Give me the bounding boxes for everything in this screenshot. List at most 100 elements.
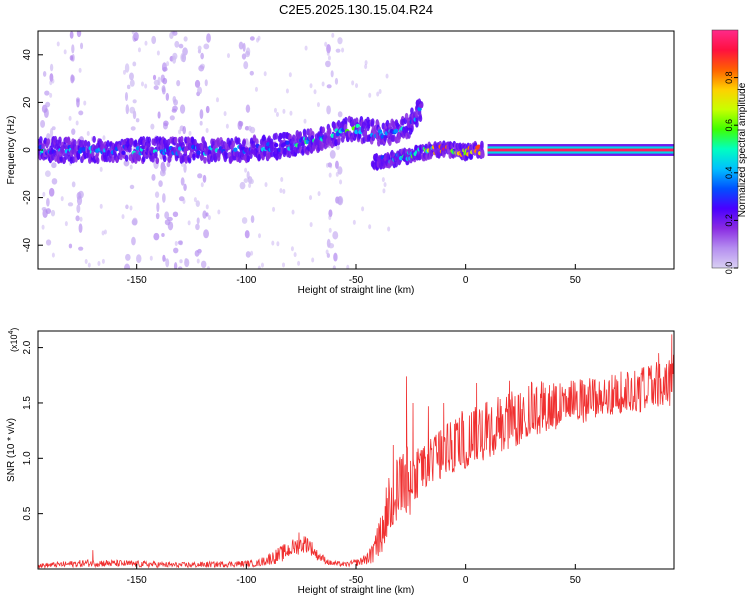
spectrogram-blob [480, 151, 484, 159]
spectrogram-blob [316, 138, 320, 146]
spectrogram-speckle [51, 78, 55, 84]
spectrogram-speckle [166, 161, 171, 168]
spectrogram-speckle [162, 257, 167, 262]
spectrogram-blob [298, 131, 303, 139]
spectrogram-speckle [383, 182, 387, 188]
spectrogram-blob [337, 135, 341, 143]
spectrogram-speckle [335, 171, 339, 177]
spectrogram-speckle [164, 211, 170, 219]
spectrogram-speckle [197, 173, 203, 179]
spectrogram-speckle [76, 31, 82, 38]
spectrogram-speckle [245, 104, 251, 113]
spectrogram-blob [46, 138, 51, 146]
spectrogram-speckle [49, 63, 54, 72]
spectrogram-speckle [135, 118, 140, 123]
spectrogram-blob [124, 154, 129, 162]
spectrogram-speckle [378, 88, 382, 94]
spectrogram-peak [418, 103, 424, 109]
spectrogram-speckle [161, 62, 167, 72]
spectrogram-speckle [99, 203, 103, 209]
spectrogram-blob [95, 157, 100, 165]
colorbar: 0.0 0.2 0.4 0.6 0.8 Normalized spectral ampl… [711, 29, 748, 274]
spectrogram-speckle [140, 81, 144, 87]
spectrogram-y-tick-label: 0 [22, 147, 33, 153]
spectrogram-speckle [165, 92, 170, 101]
spectrogram-speckle [144, 83, 148, 89]
spectrogram-blob [192, 153, 196, 161]
spectrogram-speckle [202, 210, 207, 219]
spectrogram-speckle [166, 61, 170, 67]
spectrogram-speckle [132, 99, 137, 104]
spectrogram-blob [106, 140, 110, 148]
spectrogram-blob [263, 149, 267, 157]
spectrogram-speckle [42, 70, 47, 77]
spectrogram-blob [86, 140, 91, 148]
spectrogram-speckle [180, 177, 185, 186]
spectrogram-speckle [293, 252, 297, 258]
snr-x-ticks: -150 -100 -50 0 50 [127, 564, 582, 586]
spectrogram-speckle [326, 105, 331, 115]
spectrogram-speckle [165, 258, 170, 268]
spectrogram-speckle [131, 31, 135, 35]
spectrogram-blob [418, 114, 423, 122]
spectrogram-speckle [335, 48, 341, 53]
spectrogram-blob [391, 135, 395, 143]
spectrogram-speckle [276, 241, 280, 247]
spectrogram-blob [336, 120, 341, 128]
spectrogram-peak [196, 150, 201, 155]
spectrogram-speckle [162, 193, 166, 203]
spectrogram-peak [251, 143, 257, 149]
snr-y-label: SNR (10 * v/v) [6, 418, 17, 482]
spectrogram-blob [279, 132, 283, 140]
spectrogram-speckle [78, 110, 84, 116]
spectrogram-peak [121, 150, 126, 155]
spectrogram-speckle [179, 104, 186, 114]
spectrogram-speckle [124, 91, 129, 102]
spectrogram-speckle [197, 86, 203, 95]
spectrogram-speckle [288, 72, 292, 78]
spectrogram-speckle [206, 266, 210, 269]
spectrogram-speckle [64, 221, 68, 227]
colorbar-frame [711, 29, 739, 269]
spectrogram-speckle [157, 111, 161, 119]
spectrogram-speckle [161, 165, 167, 172]
spectrogram-speckle [275, 112, 279, 118]
spectrogram-blob [241, 139, 246, 147]
snr-x-tick-label: 50 [570, 575, 582, 586]
spectrogram-peak [233, 147, 238, 152]
spectrogram-speckle [282, 262, 286, 268]
spectrogram-x-ticks: -150 -100 -50 0 50 [127, 264, 581, 286]
snr-multiplier-base: (x10 [9, 334, 19, 352]
spectrogram-speckle [334, 255, 338, 261]
spectrogram-blob [173, 136, 178, 144]
spectrogram-blob [92, 135, 96, 143]
spectrogram-speckle [133, 32, 139, 39]
spectrogram-speckle [49, 128, 54, 138]
spectrogram-speckle [151, 35, 157, 45]
spectrogram-speckle [129, 205, 133, 211]
spectrogram-speckle [137, 47, 141, 53]
spectrogram-speckle [177, 266, 183, 269]
spectrogram-peak [335, 131, 341, 137]
snr-y-ticks: 0.5 1.0 1.5 2.0 [22, 340, 43, 521]
spectrogram-speckle [335, 160, 339, 170]
spectrogram-speckle [83, 100, 87, 106]
spectrogram-speckle [49, 92, 53, 98]
spectrogram-speckle [243, 178, 249, 183]
spectrogram-speckle [334, 77, 339, 85]
snr-panel: -150 -100 -50 0 50 0.5 1.0 1.5 2.0 Height of st… [6, 328, 675, 596]
spectrogram-speckle [156, 50, 160, 56]
spectrogram-blob [71, 156, 76, 164]
spectrogram-speckle [174, 40, 180, 48]
spectrogram-speckle [172, 105, 178, 112]
spectrogram-speckle [156, 202, 160, 213]
spectrogram-speckle [76, 195, 83, 206]
spectrogram-speckle [162, 85, 166, 91]
spectrogram-speckle [176, 79, 181, 87]
spectrogram-speckle [151, 174, 156, 181]
spectrogram-speckle [46, 197, 50, 207]
spectrogram-speckle [167, 216, 173, 222]
spectrogram-speckle [149, 255, 153, 261]
spectrogram-speckle [241, 217, 248, 224]
spectrogram-speckle [45, 208, 52, 215]
